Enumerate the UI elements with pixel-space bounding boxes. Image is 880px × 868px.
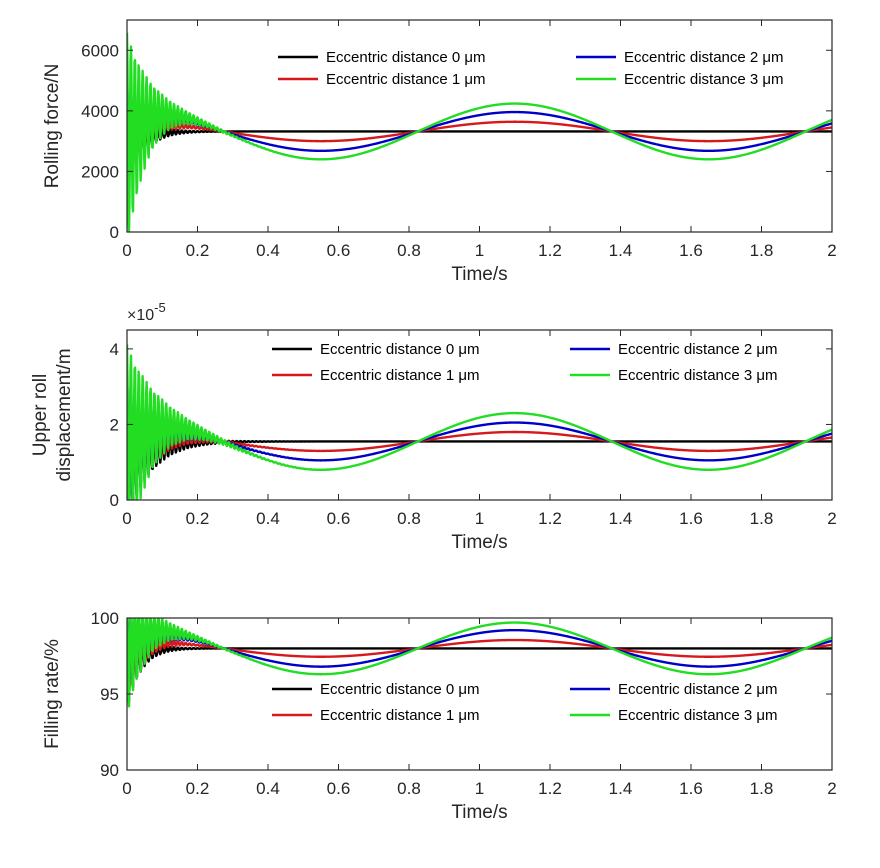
x-tick-label: 1.8 bbox=[750, 779, 774, 798]
legend-entry-label: Eccentric distance 0 μm bbox=[320, 681, 480, 698]
x-tick-label: 0 bbox=[122, 241, 131, 260]
y-tick-label: 4000 bbox=[81, 102, 119, 121]
x-tick-label: 1.6 bbox=[679, 241, 703, 260]
legend-entry-label: Eccentric distance 3 μm bbox=[624, 71, 784, 88]
x-tick-label: 1.6 bbox=[679, 779, 703, 798]
legend-entry-label: Eccentric distance 2 μm bbox=[618, 681, 778, 698]
series-line-3 bbox=[127, 344, 832, 500]
y-exponent-label: ×10-5 bbox=[127, 300, 166, 324]
legend-entry-label: Eccentric distance 1 μm bbox=[320, 367, 480, 384]
series-line-1 bbox=[127, 618, 832, 703]
legend-entry-label: Eccentric distance 2 μm bbox=[618, 341, 778, 358]
y-axis-label: Rolling force/N bbox=[42, 64, 63, 189]
subplot-1: 0 0.2 0.4 0.6 0.8 1 1.2 1.4 1.6 1.8 2 0 2000 4000 6000… bbox=[42, 19, 837, 285]
x-tick-label: 0.8 bbox=[397, 509, 421, 528]
x-tick-label: 2 bbox=[827, 241, 836, 260]
y-tick-label: 0 bbox=[110, 491, 119, 510]
x-tick-label: 0.8 bbox=[397, 779, 421, 798]
x-tick-label: 1.6 bbox=[679, 509, 703, 528]
legend: Eccentric distance 0 μm Eccentric distanc… bbox=[278, 49, 784, 88]
y-tick-label: 95 bbox=[100, 685, 119, 704]
x-tick-label: 2 bbox=[827, 509, 836, 528]
series-lines bbox=[127, 618, 832, 708]
x-tick-label: 0.6 bbox=[327, 509, 351, 528]
y-tick-label: 0 bbox=[110, 223, 119, 242]
legend-entry-label: Eccentric distance 3 μm bbox=[618, 707, 778, 724]
x-tick-label: 1.2 bbox=[538, 779, 562, 798]
legend-entry-label: Eccentric distance 1 μm bbox=[326, 71, 486, 88]
x-tick-label: 1.8 bbox=[750, 509, 774, 528]
y-exponent-power: -5 bbox=[154, 300, 166, 315]
y-tick-label: 2000 bbox=[81, 162, 119, 181]
legend: Eccentric distance 0 μm Eccentric distanc… bbox=[272, 681, 778, 724]
x-tick-label: 0.4 bbox=[256, 779, 280, 798]
x-tick-label: 1.4 bbox=[609, 509, 633, 528]
series-line-2 bbox=[127, 368, 832, 500]
x-tick-label: 0 bbox=[122, 509, 131, 528]
x-tick-label: 0.4 bbox=[256, 241, 280, 260]
x-tick-label: 0.2 bbox=[186, 779, 210, 798]
series-line-0 bbox=[127, 402, 832, 500]
x-tick-label: 0.6 bbox=[327, 241, 351, 260]
x-tick-label: 1 bbox=[475, 241, 484, 260]
x-tick-label: 1.4 bbox=[609, 241, 633, 260]
legend-entry-label: Eccentric distance 0 μm bbox=[326, 49, 486, 66]
y-axis-label: Filling rate/% bbox=[42, 639, 63, 749]
legend-entry-label: Eccentric distance 2 μm bbox=[624, 49, 784, 66]
x-tick-label: 0.2 bbox=[186, 241, 210, 260]
y-tick-label: 4 bbox=[110, 340, 119, 359]
series-lines bbox=[127, 344, 832, 500]
x-tick-label: 2 bbox=[827, 779, 836, 798]
x-axis-label: Time/s bbox=[451, 802, 507, 823]
y-tick-label: 100 bbox=[91, 609, 119, 628]
x-tick-label: 1 bbox=[475, 779, 484, 798]
x-tick-label: 0 bbox=[122, 779, 131, 798]
y-tick-label: 6000 bbox=[81, 41, 119, 60]
y-tick-label: 2 bbox=[110, 415, 119, 434]
legend-entry-label: Eccentric distance 3 μm bbox=[618, 367, 778, 384]
y-axis-label: displacement/m bbox=[54, 348, 75, 481]
series-line-3 bbox=[127, 618, 832, 708]
x-tick-label: 0.8 bbox=[397, 241, 421, 260]
legend: Eccentric distance 0 μm Eccentric distanc… bbox=[272, 341, 778, 384]
x-tick-label: 1 bbox=[475, 509, 484, 528]
subplot-3: 0 0.2 0.4 0.6 0.8 1 1.2 1.4 1.6 1.8 2 90 95 100 Time/s… bbox=[42, 609, 837, 823]
legend-entry-label: Eccentric distance 1 μm bbox=[320, 707, 480, 724]
y-tick-label: 90 bbox=[100, 761, 119, 780]
series-line-1 bbox=[127, 387, 832, 500]
x-axis-label: Time/s bbox=[451, 264, 507, 285]
series-line-2 bbox=[127, 618, 832, 698]
subplot-2: 0 0.2 0.4 0.6 0.8 1 1.2 1.4 1.6 1.8 2 0 2 4 ×10-5 Time/… bbox=[30, 300, 837, 553]
series-line-0 bbox=[127, 618, 832, 703]
series-line-3 bbox=[127, 32, 832, 232]
x-tick-label: 0.2 bbox=[186, 509, 210, 528]
x-axis-label: Time/s bbox=[451, 532, 507, 553]
series-line-1 bbox=[127, 88, 832, 185]
x-tick-label: 1.8 bbox=[750, 241, 774, 260]
x-tick-label: 0.4 bbox=[256, 509, 280, 528]
series-line-0 bbox=[127, 99, 832, 191]
x-tick-label: 0.6 bbox=[327, 779, 351, 798]
x-tick-label: 1.2 bbox=[538, 241, 562, 260]
x-tick-label: 1.4 bbox=[609, 779, 633, 798]
x-tick-label: 1.2 bbox=[538, 509, 562, 528]
series-lines bbox=[127, 32, 832, 232]
legend-entry-label: Eccentric distance 0 μm bbox=[320, 341, 480, 358]
series-line-2 bbox=[127, 76, 832, 180]
y-axis-label: Upper roll bbox=[30, 374, 51, 456]
